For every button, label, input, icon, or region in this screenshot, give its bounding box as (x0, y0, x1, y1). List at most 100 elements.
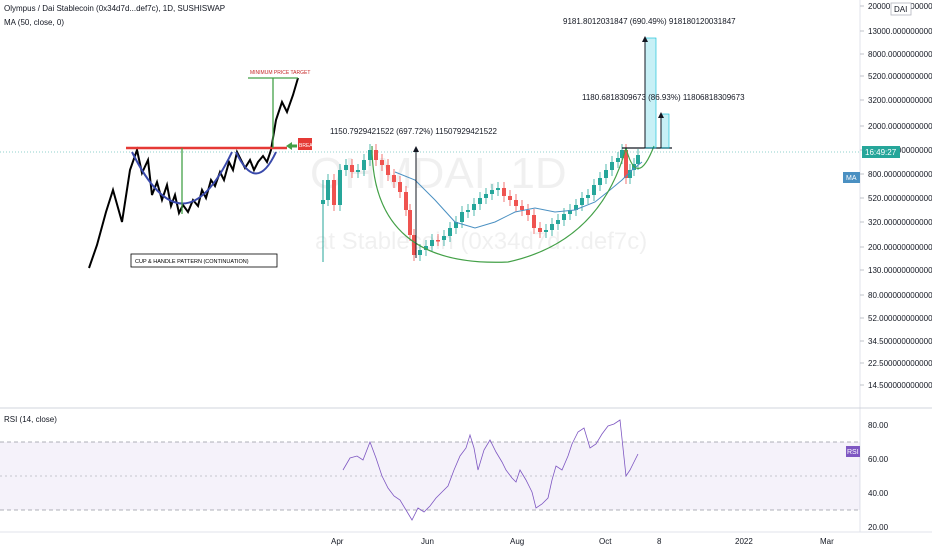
candle-body (408, 210, 412, 235)
candle-body (624, 150, 628, 178)
chart-title: Olympus / Dai Stablecoin (0x34d7d...def7… (4, 4, 226, 13)
candle-body (454, 222, 458, 228)
price-tick-label: 2000.00000000000 (868, 122, 932, 131)
candle-body (526, 210, 530, 215)
price-countdown-badge (862, 146, 900, 158)
candle-body (520, 206, 524, 210)
target-arrow-main (642, 36, 648, 42)
candle-body (620, 150, 624, 158)
rsi-badge (846, 446, 860, 457)
candle-body (508, 196, 512, 200)
time-tick-label: Apr (331, 537, 344, 546)
watermark-symbol: OHMDAI, 1D (310, 149, 567, 198)
candle-body (532, 215, 536, 228)
candle-body (478, 198, 482, 204)
measure-arrow-left (413, 146, 419, 152)
candle-body (538, 228, 542, 232)
price-tick-label: 52.0000000000000 (868, 314, 932, 323)
candle-body (580, 198, 584, 205)
candle-body (598, 178, 602, 185)
candlestick-series (321, 144, 640, 262)
candle-body (442, 236, 446, 240)
candle-body (490, 190, 494, 194)
pattern-label-box (130, 253, 278, 268)
time-tick-label: Mar (820, 537, 834, 546)
candle-body (398, 182, 402, 192)
candle-body (356, 170, 360, 172)
candle-body (368, 150, 372, 160)
candle-body (326, 180, 330, 200)
rsi-axis[interactable]: 80.00 60.00 40.00 20.00 (868, 421, 889, 532)
time-axis[interactable]: Apr Jun Aug Oct 8 2022 Mar (331, 537, 834, 546)
candle-body (574, 205, 578, 210)
price-tick-label: 5200.00000000000 (868, 72, 932, 81)
cup-handle-illustration: MINIMUM PRICE TARGET BREA CUP & HANDLE P… (88, 70, 313, 269)
rsi-line (342, 419, 639, 521)
candle-body (544, 230, 548, 232)
watermark-name: at Stablecoin (0x34d7d...def7c) (315, 228, 647, 255)
candle-body (514, 200, 518, 206)
min-price-target-label: MINIMUM PRICE TARGET (250, 70, 310, 76)
candle-body (338, 170, 342, 205)
candle-body (562, 214, 566, 220)
candle-body (386, 165, 390, 175)
ma-indicator-label: MA (50, close, 0) (4, 18, 65, 27)
candle-body (418, 250, 422, 255)
candle-body (484, 194, 488, 198)
candle-body (380, 160, 384, 165)
candle-body (350, 165, 354, 172)
candle-body (592, 185, 596, 195)
target-box-secondary (660, 113, 670, 149)
candle-body (460, 212, 464, 222)
currency-badge[interactable] (890, 2, 912, 16)
rsi-badge-text: RSI (847, 449, 859, 456)
candle-body (412, 235, 416, 255)
moving-average-line (394, 161, 643, 229)
candle-body (404, 192, 408, 210)
time-tick-label: 8 (657, 537, 662, 546)
candle-body (466, 210, 470, 212)
candle-body (556, 220, 560, 224)
rsi-tick-label: 40.00 (868, 489, 889, 498)
pattern-label-text: CUP & HANDLE PATTERN (CONTINUATION) (135, 259, 249, 265)
price-tick-label: 520.000000000000 (868, 194, 932, 203)
candle-body (472, 204, 476, 210)
rsi-tick-label: 20.00 (868, 523, 889, 532)
candle-body (610, 162, 614, 170)
ma-badge-text: MA (846, 175, 857, 182)
cup-curve (371, 145, 627, 263)
candle-body (502, 188, 506, 196)
price-axis[interactable]: 20000.0000000000013000.00000000008000.00… (860, 2, 932, 390)
price-tick-label: 130.000000000000 (868, 266, 932, 275)
price-tick-label: 14.5000000000000 (868, 381, 932, 390)
candle-body (374, 150, 378, 160)
candle-body (344, 165, 348, 170)
price-tick-label: 320.000000000000 (868, 218, 932, 227)
breakout-badge (298, 138, 312, 150)
measure-label-top: 9181.8012031847 (690.49%) 91818012003184… (563, 17, 736, 26)
price-tick-label: 800.000000000000 (868, 170, 932, 179)
price-tick-label: 3200.00000000000 (868, 96, 932, 105)
breakout-badge-text: BREA (299, 143, 313, 149)
time-tick-label: 2022 (735, 537, 753, 546)
price-tick-label: 34.5000000000000 (868, 337, 932, 346)
candle-body (362, 160, 366, 170)
candle-body (392, 175, 396, 182)
currency-badge-text: DAI (894, 5, 907, 14)
price-tick-label: 8000.00000000000 (868, 50, 932, 59)
breakout-arrow (286, 142, 297, 150)
candle-body (424, 246, 428, 250)
candle-body (332, 180, 336, 205)
time-tick-label: Jun (421, 537, 434, 546)
candle-body (628, 170, 632, 178)
rsi-indicator-label: RSI (14, close) (4, 415, 57, 424)
candle-body (616, 158, 620, 162)
price-tick-label: 22.5000000000000 (868, 359, 932, 368)
target-arrow-secondary (658, 112, 664, 118)
illustration-price-path (88, 77, 299, 269)
candle-body (436, 240, 440, 242)
candle-body (586, 195, 590, 198)
handle-curve (625, 145, 655, 169)
measure-label-left: 1150.7929421522 (697.72%) 11507929421522 (330, 127, 498, 136)
